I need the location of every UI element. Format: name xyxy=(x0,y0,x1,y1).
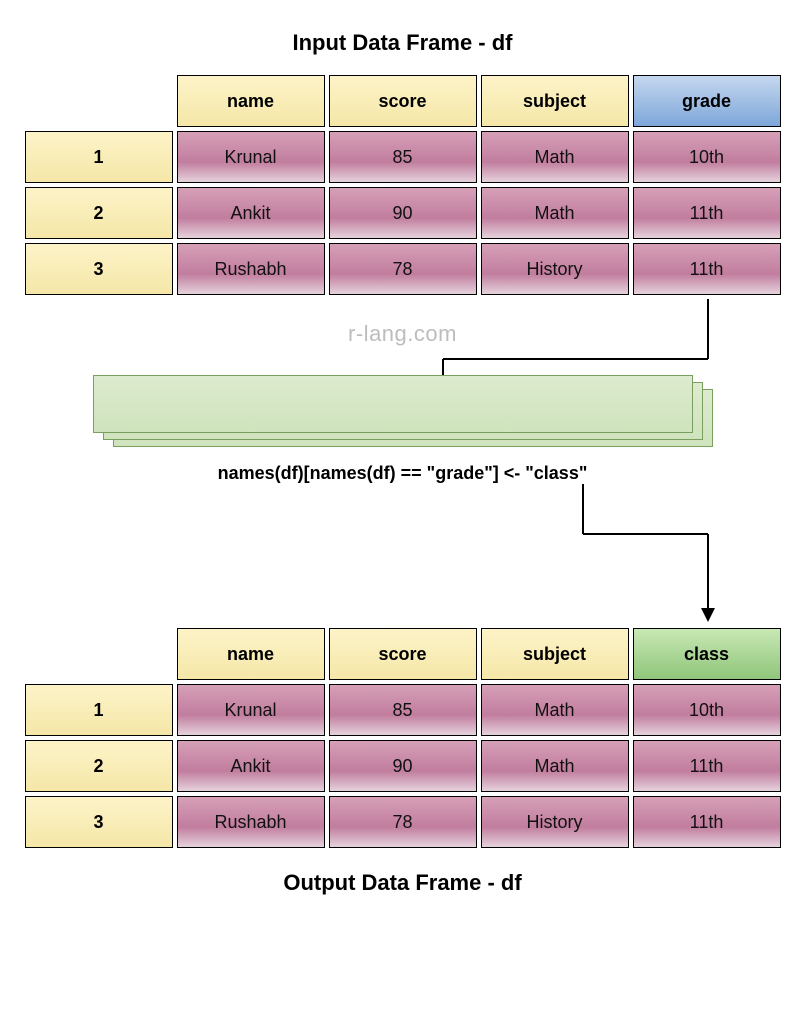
col-header: subject xyxy=(481,628,629,680)
col-header: score xyxy=(329,628,477,680)
output-table-wrap: name score subject class 1 Krunal 85 Mat… xyxy=(20,624,785,852)
table-cell: 78 xyxy=(329,243,477,295)
row-header: 2 xyxy=(25,187,173,239)
table-cell: 85 xyxy=(329,131,477,183)
col-header-highlighted: class xyxy=(633,628,781,680)
col-header: subject xyxy=(481,75,629,127)
table-cell: 11th xyxy=(633,187,781,239)
row-header: 1 xyxy=(25,684,173,736)
input-table-wrap: name score subject grade 1 Krunal 85 Mat… xyxy=(20,71,785,299)
col-header: name xyxy=(177,628,325,680)
corner-cell xyxy=(25,628,173,680)
row-header: 2 xyxy=(25,740,173,792)
code-box-stack xyxy=(93,375,713,453)
col-header: score xyxy=(329,75,477,127)
table-cell: 11th xyxy=(633,243,781,295)
table-cell: 90 xyxy=(329,740,477,792)
table-cell: Math xyxy=(481,131,629,183)
col-header: name xyxy=(177,75,325,127)
table-cell: Ankit xyxy=(177,187,325,239)
code-caption: names(df)[names(df) == "grade"] <- "clas… xyxy=(20,463,785,484)
table-cell: Math xyxy=(481,740,629,792)
arrow-down-icon xyxy=(23,484,783,624)
corner-cell xyxy=(25,75,173,127)
input-table: name score subject grade 1 Krunal 85 Mat… xyxy=(21,71,785,299)
table-cell: History xyxy=(481,796,629,848)
table-cell: 78 xyxy=(329,796,477,848)
watermark: r-lang.com xyxy=(20,321,785,347)
table-cell: Rushabh xyxy=(177,243,325,295)
table-cell: History xyxy=(481,243,629,295)
table-cell: 85 xyxy=(329,684,477,736)
table-cell: Rushabh xyxy=(177,796,325,848)
row-header: 3 xyxy=(25,243,173,295)
output-table: name score subject class 1 Krunal 85 Mat… xyxy=(21,624,785,852)
input-title: Input Data Frame - df xyxy=(20,30,785,56)
table-cell: Math xyxy=(481,684,629,736)
table-cell: 11th xyxy=(633,740,781,792)
row-header: 1 xyxy=(25,131,173,183)
table-cell: Ankit xyxy=(177,740,325,792)
table-cell: 10th xyxy=(633,131,781,183)
table-cell: Krunal xyxy=(177,131,325,183)
table-cell: Math xyxy=(481,187,629,239)
row-header: 3 xyxy=(25,796,173,848)
table-cell: 10th xyxy=(633,684,781,736)
table-cell: Krunal xyxy=(177,684,325,736)
table-cell: 90 xyxy=(329,187,477,239)
output-title: Output Data Frame - df xyxy=(20,870,785,896)
col-header-highlighted: grade xyxy=(633,75,781,127)
table-cell: 11th xyxy=(633,796,781,848)
code-box-layer xyxy=(93,375,693,433)
